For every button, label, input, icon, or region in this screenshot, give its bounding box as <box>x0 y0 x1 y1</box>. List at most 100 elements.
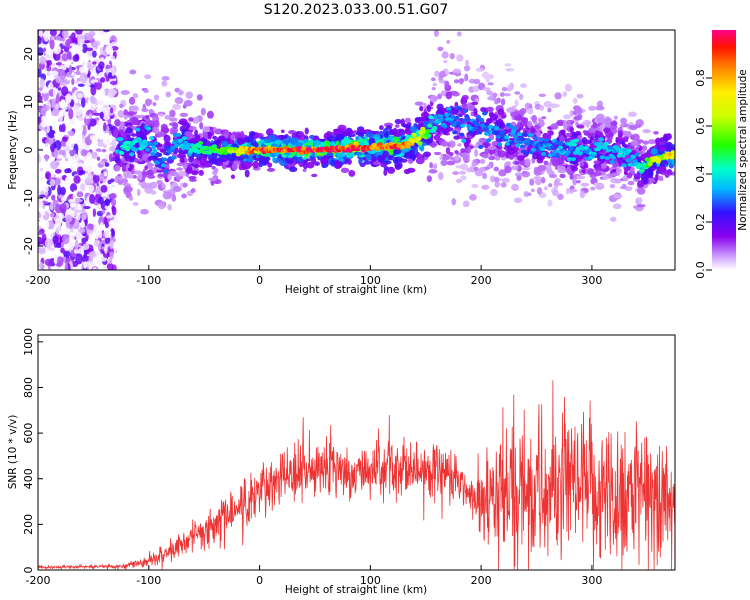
spectrogram-cell <box>52 235 59 244</box>
spectrogram-cell <box>105 45 113 55</box>
spectrogram-cell <box>122 132 128 141</box>
spectrogram-cell <box>137 172 143 181</box>
spectrogram-cell <box>60 139 68 147</box>
spectrogram-cell <box>96 32 102 38</box>
snr-x-tick-label: 300 <box>581 574 602 587</box>
spectrogram-cell <box>565 188 570 195</box>
spectrogram-cell <box>437 46 444 52</box>
spectrogram-cell <box>100 77 106 83</box>
spectrogram-cell <box>335 159 340 167</box>
spectrogram-cell <box>213 167 219 173</box>
spectrogram-cell <box>443 59 448 64</box>
spectrogram-cell <box>613 194 623 199</box>
spectrogram-cell <box>60 38 66 42</box>
spectrogram-cell <box>84 177 92 186</box>
spectrogram-cell <box>42 185 49 193</box>
spectrogram-ridge-cell <box>540 152 547 157</box>
spectrogram-cell <box>74 209 83 213</box>
spectrogram-cell <box>199 122 204 130</box>
spectrogram-cell <box>314 161 320 166</box>
spectrogram-cell <box>345 129 354 135</box>
spectrogram-ridge-cell <box>197 141 204 146</box>
spectrogram-cell <box>653 130 659 135</box>
spectrogram-ridge-cell <box>607 145 613 150</box>
spectrogram-cell <box>488 74 494 80</box>
spectrogram-cell <box>146 120 156 128</box>
spectrogram-cell <box>93 235 99 240</box>
spectrogram-cell <box>627 180 635 186</box>
spectrogram-cell <box>77 34 85 46</box>
spectrogram-cell <box>533 176 542 180</box>
spectrogram-cell <box>394 124 400 128</box>
spectrogram-cell <box>554 92 562 100</box>
spectrogram-cell <box>171 194 177 202</box>
snr-x-tick-label: 200 <box>471 574 492 587</box>
spectrogram-cell <box>104 238 111 244</box>
spectrogram-cell <box>291 156 297 161</box>
spectrogram-cell <box>355 136 360 141</box>
spectrogram-ridge-cell <box>549 145 556 150</box>
spectrogram-ridge-cell <box>185 142 192 147</box>
spectrogram-cell <box>40 107 47 117</box>
snr-y-axis-label: SNR (10 * v/v) <box>7 415 19 490</box>
snr-y-tick-label: 800 <box>22 377 35 398</box>
spectrogram-cell <box>436 103 444 111</box>
spectrogram-cell <box>50 110 60 117</box>
spectrogram-cell <box>485 76 491 83</box>
spectrogram-cell <box>44 238 53 249</box>
spectrogram-cell <box>410 125 417 134</box>
spectrogram-cell <box>183 99 193 107</box>
spectrogram-cell <box>538 119 545 128</box>
spectrogram-ridge-cell <box>630 154 636 159</box>
spectrogram-cell <box>131 120 139 126</box>
spectrogram-cell <box>284 152 292 156</box>
spectrogram-cell <box>86 49 93 60</box>
spectrogram-cell <box>126 163 130 169</box>
spectrogram-cell <box>231 162 238 171</box>
spectrogram-cell <box>174 96 184 104</box>
spectrogram-cell <box>531 114 538 123</box>
spectrogram-cell <box>53 147 59 159</box>
spectrogram-cell <box>102 30 111 33</box>
spectrogram-cell <box>110 228 115 234</box>
spectrogram-cell <box>79 221 86 229</box>
spectrogram-ridge-cell <box>486 138 492 143</box>
spectrogram-cell <box>43 30 50 42</box>
spectrogram-cell <box>576 93 584 99</box>
spectrogram-cell <box>494 180 500 188</box>
spectrogram-cell <box>188 125 197 131</box>
spectrogram-cell <box>53 132 58 138</box>
spectrogram-ridge-cell <box>539 147 546 152</box>
spectrogram-cell <box>97 260 102 265</box>
spectrogram-cell <box>47 59 53 66</box>
spectrogram-cell <box>188 117 194 122</box>
spectrogram-cell <box>527 120 533 128</box>
spectrogram-ridge-cell <box>609 159 615 164</box>
spectrogram-cell <box>445 91 453 100</box>
spectrogram-cell <box>69 43 76 47</box>
spectrogram-cell <box>161 76 170 81</box>
spectrogram-cell <box>458 170 467 175</box>
spectrogram-ridge-cell <box>143 142 149 147</box>
spectrogram-cell <box>564 83 572 92</box>
spectrogram-cell <box>38 111 41 117</box>
spectrogram-ridge-cell <box>570 157 577 162</box>
spectrogram-cell <box>80 183 86 191</box>
spectrogram-cell <box>636 139 644 144</box>
spectrogram-cell <box>144 165 149 171</box>
spectrogram-cell <box>172 129 177 134</box>
spectrogram-cell <box>538 93 547 98</box>
spectrogram-cell <box>514 197 523 204</box>
spectrogram-cell <box>167 203 172 211</box>
spectrogram-ridge-cell <box>457 106 463 111</box>
spectrogram-ridge-cell <box>118 137 124 142</box>
spectrogram-cell <box>569 188 578 193</box>
spectrogram-ridge-cell <box>507 124 514 129</box>
spectrogram-cell <box>39 78 45 89</box>
spectrogram-cell <box>671 159 675 164</box>
spectrogram-y-tick-label: -10 <box>22 189 35 207</box>
spectrogram-cell <box>101 209 106 214</box>
spectrogram-cell <box>62 234 70 245</box>
spectrogram-cell <box>624 186 633 192</box>
spectrogram-cell <box>38 68 42 78</box>
